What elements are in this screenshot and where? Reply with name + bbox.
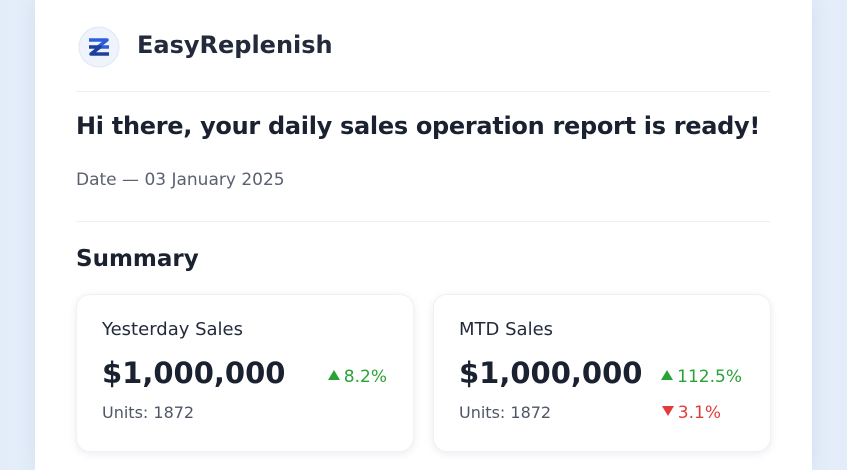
change-up: 112.5% [661,367,742,387]
card-label: MTD Sales [459,319,554,340]
report-date: Date — 03 January 2025 [76,170,285,190]
change-down: 3.1% [661,403,721,423]
card-amount: $1,000,000 [459,356,643,390]
down-arrow [661,406,674,416]
change-value: 3.1% [677,403,721,423]
change-value: 112.5% [677,367,742,387]
card-amount: $1,000,000 [102,356,286,390]
brand-name: EasyReplenish [137,31,333,59]
page: EasyReplenish Hi there, your daily sales… [0,0,847,460]
summary-card: MTD Sales $1,000,000 112.5% 3.1% Units: … [433,294,771,452]
section-title: Summary [76,246,199,272]
greeting: Hi there, your daily sales operation rep… [76,112,761,140]
change-value: 8.2% [343,367,387,387]
card-label: Yesterday Sales [102,319,244,340]
logo-mark [89,38,109,49]
summary-card: Yesterday Sales $1,000,000 8.2% Units: 1… [76,294,414,452]
card-units: Units: 1872 [102,403,195,422]
divider [76,91,770,92]
divider [76,221,770,222]
card-units: Units: 1872 [459,403,552,422]
up-arrow [661,370,674,380]
change-up: 8.2% [327,367,387,387]
up-arrow [327,370,340,380]
logo [78,26,120,68]
logo-mark [89,45,109,56]
